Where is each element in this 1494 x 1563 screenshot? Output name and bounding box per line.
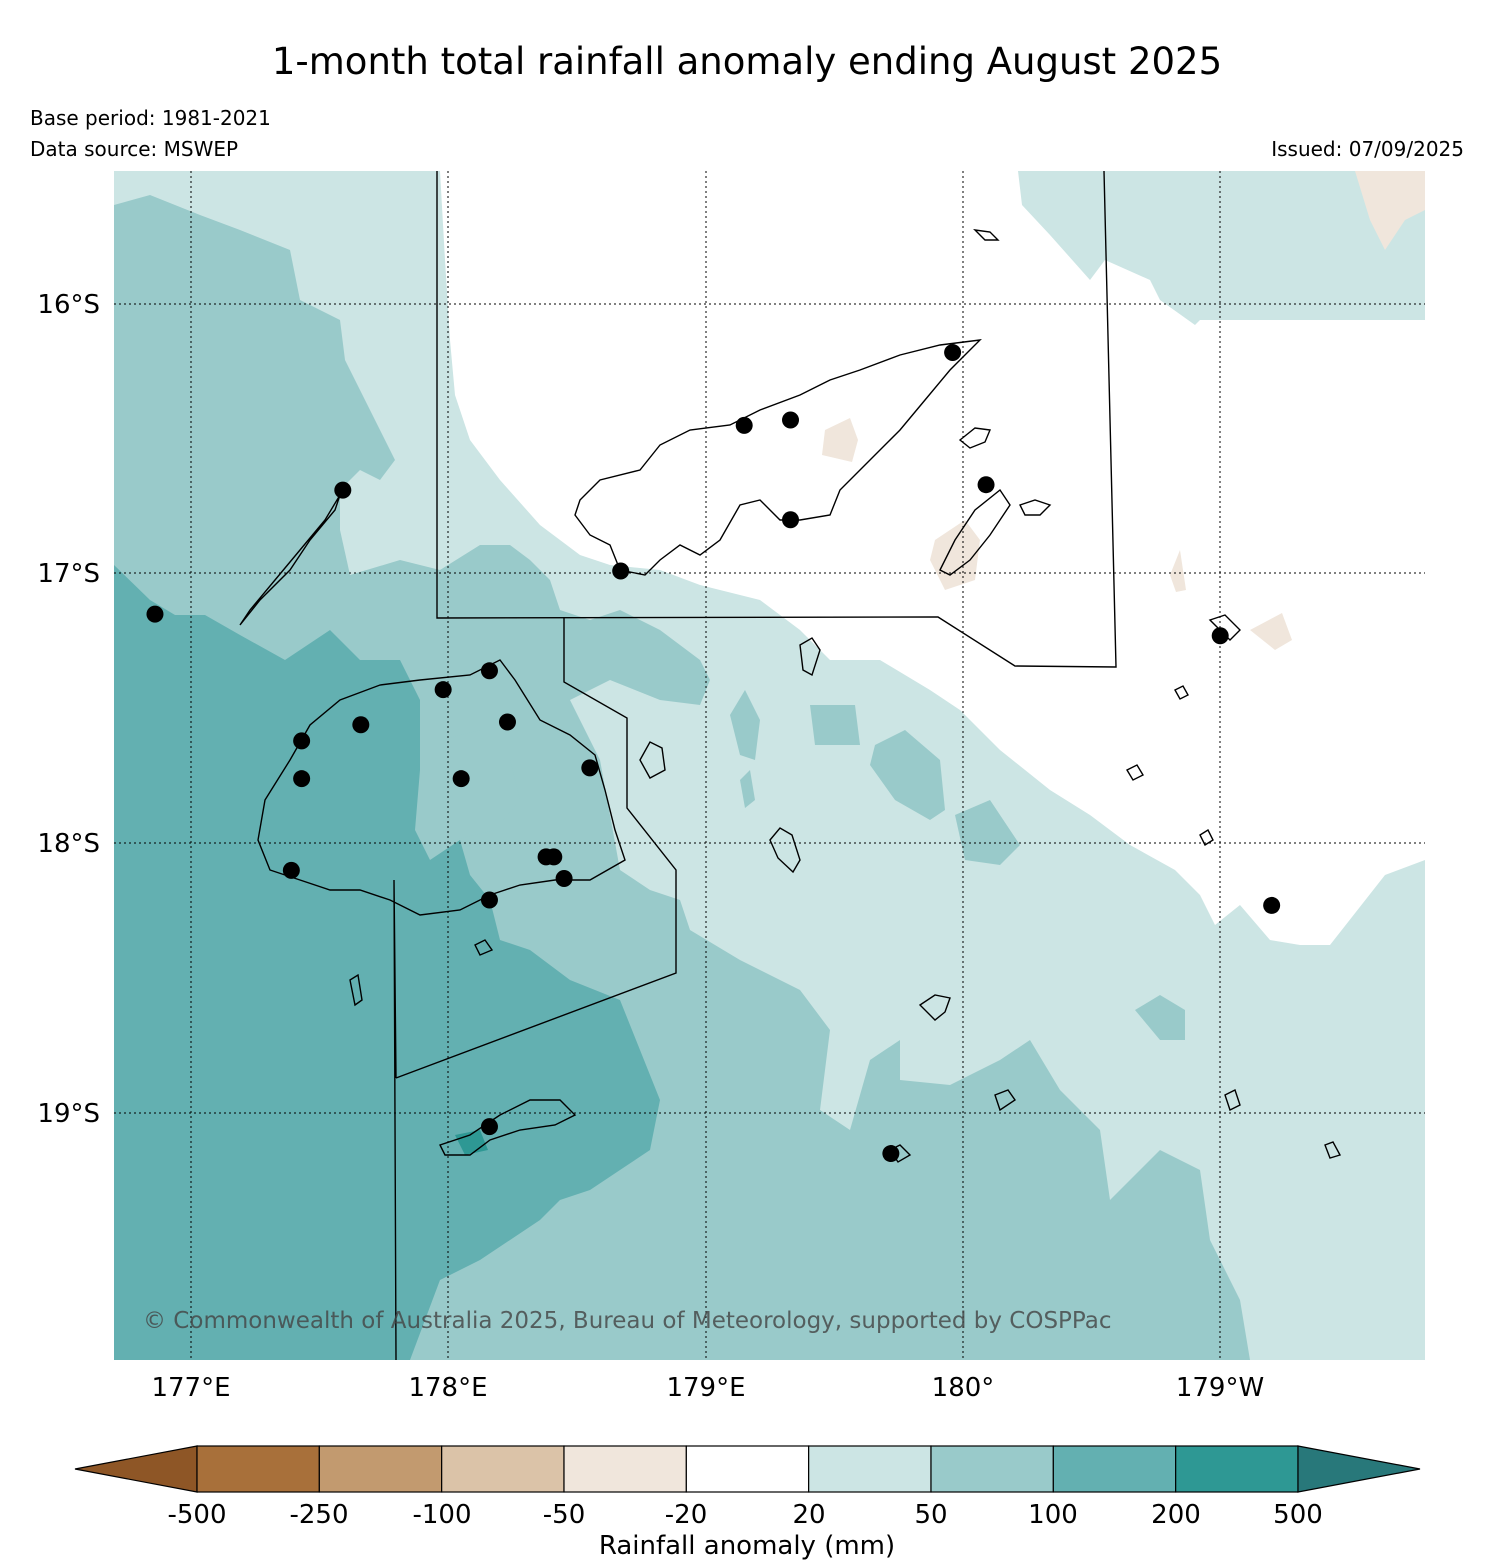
island-small [973,229,1000,241]
island-small [1324,1141,1342,1159]
anomaly-region-50-100-blob [870,730,945,820]
station-marker [1211,627,1229,645]
colorbar-tick-label: -500 [167,1500,226,1530]
division-boundaries [393,171,1117,1360]
station-marker [782,511,800,529]
lon-label-180: 180° [932,1373,995,1403]
anomaly-region-50-100-blob [730,690,760,760]
anomaly-region-50-100-blob [955,800,1020,865]
station-marker [977,476,995,494]
station-marker [612,562,630,580]
colorbar-tick-label: 100 [1028,1500,1078,1530]
colorbar [74,1445,1421,1493]
island-gau [769,827,801,874]
anomaly-region-dry [1355,171,1425,250]
colorbar-title: Rainfall anomaly (mm) [599,1531,895,1561]
lon-label-179e: 179°E [666,1373,745,1403]
anomaly-region-50-100-blob [810,705,860,745]
station-marker [434,681,452,699]
island-small [994,1089,1016,1112]
colorbar-bin [563,1445,687,1493]
colorbar-tick-label: -250 [289,1500,348,1530]
island-small [1126,764,1144,781]
colorbar-bin [1052,1445,1177,1493]
island-small [1224,1089,1241,1111]
anomaly-region-100-200 [114,565,660,1360]
anomaly-region-dry [1250,613,1292,650]
colorbar-bin [318,1445,443,1493]
station-marker [944,344,962,362]
colorbar-tick-label: -50 [543,1500,585,1530]
lat-label-18s: 18°S [37,829,100,859]
anomaly-region-dry [1170,550,1186,592]
island-small [1174,685,1189,700]
anomaly-region-200-500 [455,1130,488,1155]
anomaly-field: © Commonwealth of Australia 2025, Bureau… [114,171,1425,1360]
island-small [349,973,363,1007]
colorbar-tick-labels: -500 -250 -100 -50 -20 20 50 100 200 500 [167,1500,1322,1530]
colorbar-tick-label: 20 [792,1500,825,1530]
station-marker [545,848,563,866]
station-marker [782,411,800,429]
island-kadavu [439,1099,577,1156]
station-marker [882,1145,900,1163]
lat-label-16s: 16°S [37,290,100,320]
colorbar-bin [441,1445,565,1493]
lat-label-17s: 17°S [37,559,100,589]
colorbar-tick-label: -20 [665,1500,707,1530]
station-marker [480,891,498,909]
island-small [958,427,991,449]
station-marker [581,759,599,777]
anomaly-region-20-50-inner [440,730,520,840]
colorbar-tick-label: 500 [1273,1500,1323,1530]
station-marker [352,716,370,734]
station-marker [735,416,753,434]
colorbar-bin [196,1445,320,1493]
colorbar-extend-high [1297,1445,1421,1493]
anomaly-region-50-100-blob [1135,995,1185,1040]
island-small [474,939,494,956]
colorbar-tick-label: 200 [1151,1500,1201,1530]
station-marker [282,861,300,879]
station-marker [293,732,311,750]
colorbar-bin [685,1445,810,1493]
lon-label-179w: 179°W [1176,1373,1264,1403]
graticule [114,171,1425,1360]
base-period-label: Base period: 1981-2021 [30,106,271,130]
lat-label-19s: 19°S [37,1099,100,1129]
station-marker [555,869,573,887]
lon-label-178e: 178°E [408,1373,487,1403]
island-small [1019,499,1052,516]
anomaly-region-dry [930,520,980,590]
colorbar-bin [930,1445,1054,1493]
island-small [918,994,951,1021]
station-marker [498,713,516,731]
station-marker [480,662,498,680]
colorbar-bin [1175,1445,1299,1493]
island-viti-levu [257,659,626,916]
island-small [1199,828,1214,847]
station-marker [334,481,352,499]
island-small [799,637,821,677]
island-taveuni [939,488,1011,576]
anomaly-region-dry [822,418,858,462]
copyright-notice: © Commonwealth of Australia 2025, Bureau… [143,1308,1112,1334]
colorbar-extend-low [74,1445,198,1493]
station-marker [1263,896,1281,914]
colorbar-tick-label: -100 [412,1500,471,1530]
colorbar-bin [808,1445,932,1493]
station-marker [293,770,311,788]
anomaly-region-50-100-blob [740,770,755,808]
station-marker [480,1118,498,1136]
station-marker [452,770,470,788]
map-title: 1-month total rainfall anomaly ending Au… [271,40,1223,83]
lon-label-177e: 177°E [151,1373,230,1403]
station-marker [146,605,164,623]
colorbar-tick-label: 50 [914,1500,947,1530]
island-koro [639,741,666,779]
station-markers [146,344,1281,1163]
issued-date-label: Issued: 07/09/2025 [1271,137,1464,161]
data-source-label: Data source: MSWEP [30,137,239,161]
